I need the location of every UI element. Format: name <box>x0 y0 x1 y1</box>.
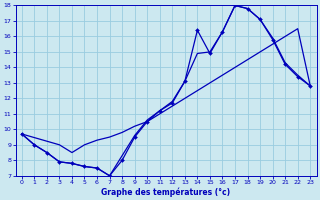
X-axis label: Graphe des températures (°c): Graphe des températures (°c) <box>101 187 231 197</box>
